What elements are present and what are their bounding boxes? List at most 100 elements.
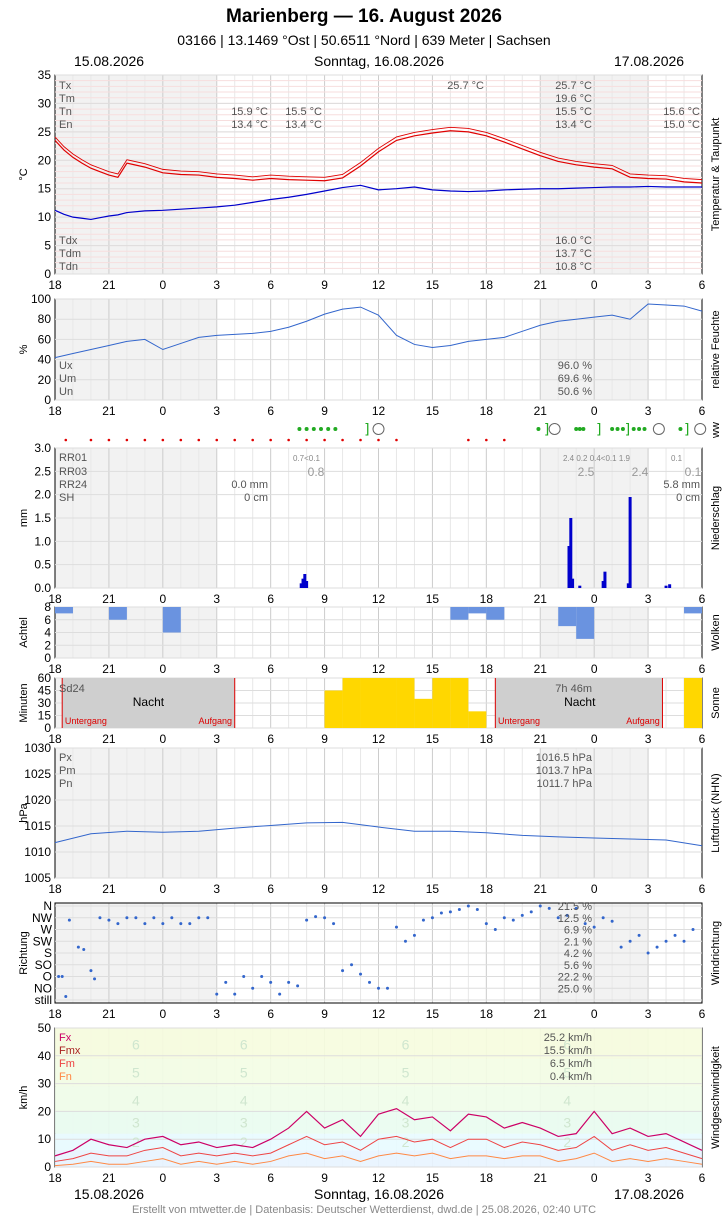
wdir-point	[233, 992, 237, 996]
sun-xtick-label: 0	[591, 732, 598, 746]
ww-dot-red	[323, 438, 326, 442]
temp-stat-value: 15.6 °C	[663, 106, 700, 118]
hum-xtick-label: 12	[372, 404, 386, 418]
temp-stat-label: Tx	[59, 80, 72, 92]
press-xtick-label: 21	[102, 882, 116, 896]
date-right-top: 17.08.2026	[614, 53, 685, 69]
wdir-point	[682, 939, 686, 943]
ww-dot-red	[467, 438, 470, 442]
precip-stat-value: 0.0 mm	[231, 479, 268, 491]
wdir-stat-value: 6.9 %	[564, 925, 592, 937]
hum-xtick-label: 3	[213, 404, 220, 418]
wdir-xtick-label: 21	[534, 1007, 548, 1021]
wdir-point	[368, 980, 372, 984]
temp-stat-label: Tn	[59, 106, 72, 118]
wdir-point	[206, 916, 210, 920]
precip-xtick-label: 6	[699, 592, 706, 606]
wdir-point	[421, 918, 425, 922]
cloud-ytick-label: 4	[44, 626, 51, 640]
wdir-point	[323, 916, 327, 920]
press-stat-value: 1016.5 hPa	[536, 752, 593, 764]
wdir-category-label: NW	[32, 911, 53, 925]
wdir-point	[574, 906, 578, 910]
date-center-top: Sonntag, 16.08.2026	[314, 53, 445, 69]
temp-xtick-label: 18	[48, 278, 62, 292]
temp-xtick-label: 3	[213, 278, 220, 292]
wdir-point	[107, 918, 111, 922]
ww-dot-red	[503, 438, 506, 442]
wdir-point	[556, 916, 560, 920]
cloud-bar	[684, 607, 702, 614]
cloud-bar	[558, 607, 577, 627]
precip-xtick-label: 12	[372, 592, 386, 606]
humidity-line	[54, 303, 703, 359]
temp-stat-value: 15.5 °C	[555, 106, 592, 118]
cloud-ytick-label: 6	[44, 613, 51, 627]
precip-bar	[571, 578, 575, 588]
wdir-category-label: N	[43, 899, 52, 913]
ww-dot-red	[359, 438, 362, 442]
cloud-bar	[576, 607, 595, 639]
wdir-point	[610, 919, 614, 923]
date-right-bottom: 17.08.2026	[614, 1186, 685, 1202]
wdir-point	[412, 933, 416, 937]
temp-stat-value: 13.4 °C	[285, 119, 322, 131]
sun-xtick-label: 3	[213, 732, 220, 746]
press-ytick-label: 1020	[24, 793, 51, 807]
wdir-point	[691, 928, 695, 931]
sunset-label: Untergang	[498, 716, 540, 726]
precip-xtick-label: 3	[645, 592, 652, 606]
press-ytick-label: 1010	[24, 845, 51, 859]
precip-xtick-label: 18	[48, 592, 62, 606]
wdir-point	[76, 945, 80, 949]
temp-ytick-label: 30	[38, 96, 52, 110]
temp-stat-value: 13.4 °C	[231, 119, 268, 131]
wdir-xtick-label: 9	[321, 1007, 328, 1021]
temp-line	[54, 130, 703, 184]
dew-stat-label: Tdm	[59, 248, 81, 260]
beaufort-number: 4	[240, 1092, 248, 1108]
press-xtick-label: 21	[534, 882, 548, 896]
precip-bar	[299, 583, 303, 588]
ww-drizzle	[333, 427, 338, 431]
date-center-bottom: Sonntag, 16.08.2026	[314, 1186, 445, 1202]
sun-bar	[450, 678, 469, 728]
wdir-point	[269, 980, 273, 984]
wdir-point	[314, 915, 318, 919]
wdir-category-label: SO	[35, 958, 52, 972]
sun-bar	[432, 678, 451, 728]
beaufort-number: 3	[132, 1115, 140, 1131]
wdir-point	[57, 975, 61, 978]
wdir-point	[224, 980, 228, 984]
ww-rain	[610, 427, 615, 431]
ww-thunder: ]	[684, 422, 689, 438]
hum-night-shade	[55, 299, 217, 400]
sun-xtick-label: 9	[321, 732, 328, 746]
sun-ytick-label: 60	[38, 671, 52, 685]
sun-sum-value: 7h 46m	[555, 683, 592, 695]
hum-stat-label: Un	[59, 386, 73, 398]
ww-rain	[631, 427, 636, 431]
precip-xtick-label: 9	[321, 592, 328, 606]
wspd-side-label: Windgeschwindigkeit	[710, 1046, 722, 1149]
beaufort-band	[55, 1133, 702, 1151]
wdir-point	[170, 916, 174, 920]
wspd-xtick-label: 6	[267, 1171, 274, 1185]
beaufort-number: 2	[563, 1134, 571, 1150]
precip-bar	[301, 578, 305, 588]
sun-bar	[414, 698, 433, 728]
beaufort-number: 6	[240, 1037, 248, 1053]
precip-bar	[569, 518, 573, 588]
wspd-ytick-label: 50	[38, 1021, 52, 1035]
beaufort-number: 5	[132, 1064, 140, 1080]
press-xtick-label: 0	[591, 882, 598, 896]
press-xtick-label: 12	[372, 882, 386, 896]
precip-ytick-label: 1.5	[34, 511, 51, 525]
press-ytick-label: 1025	[24, 767, 51, 781]
wspd-xtick-label: 18	[48, 1171, 62, 1185]
sun-bar	[684, 678, 702, 728]
wdir-category-label: O	[43, 970, 52, 984]
ww-dot-red	[161, 438, 165, 442]
hum-xtick-label: 15	[426, 404, 440, 418]
sunrise-label: Aufgang	[626, 716, 660, 726]
